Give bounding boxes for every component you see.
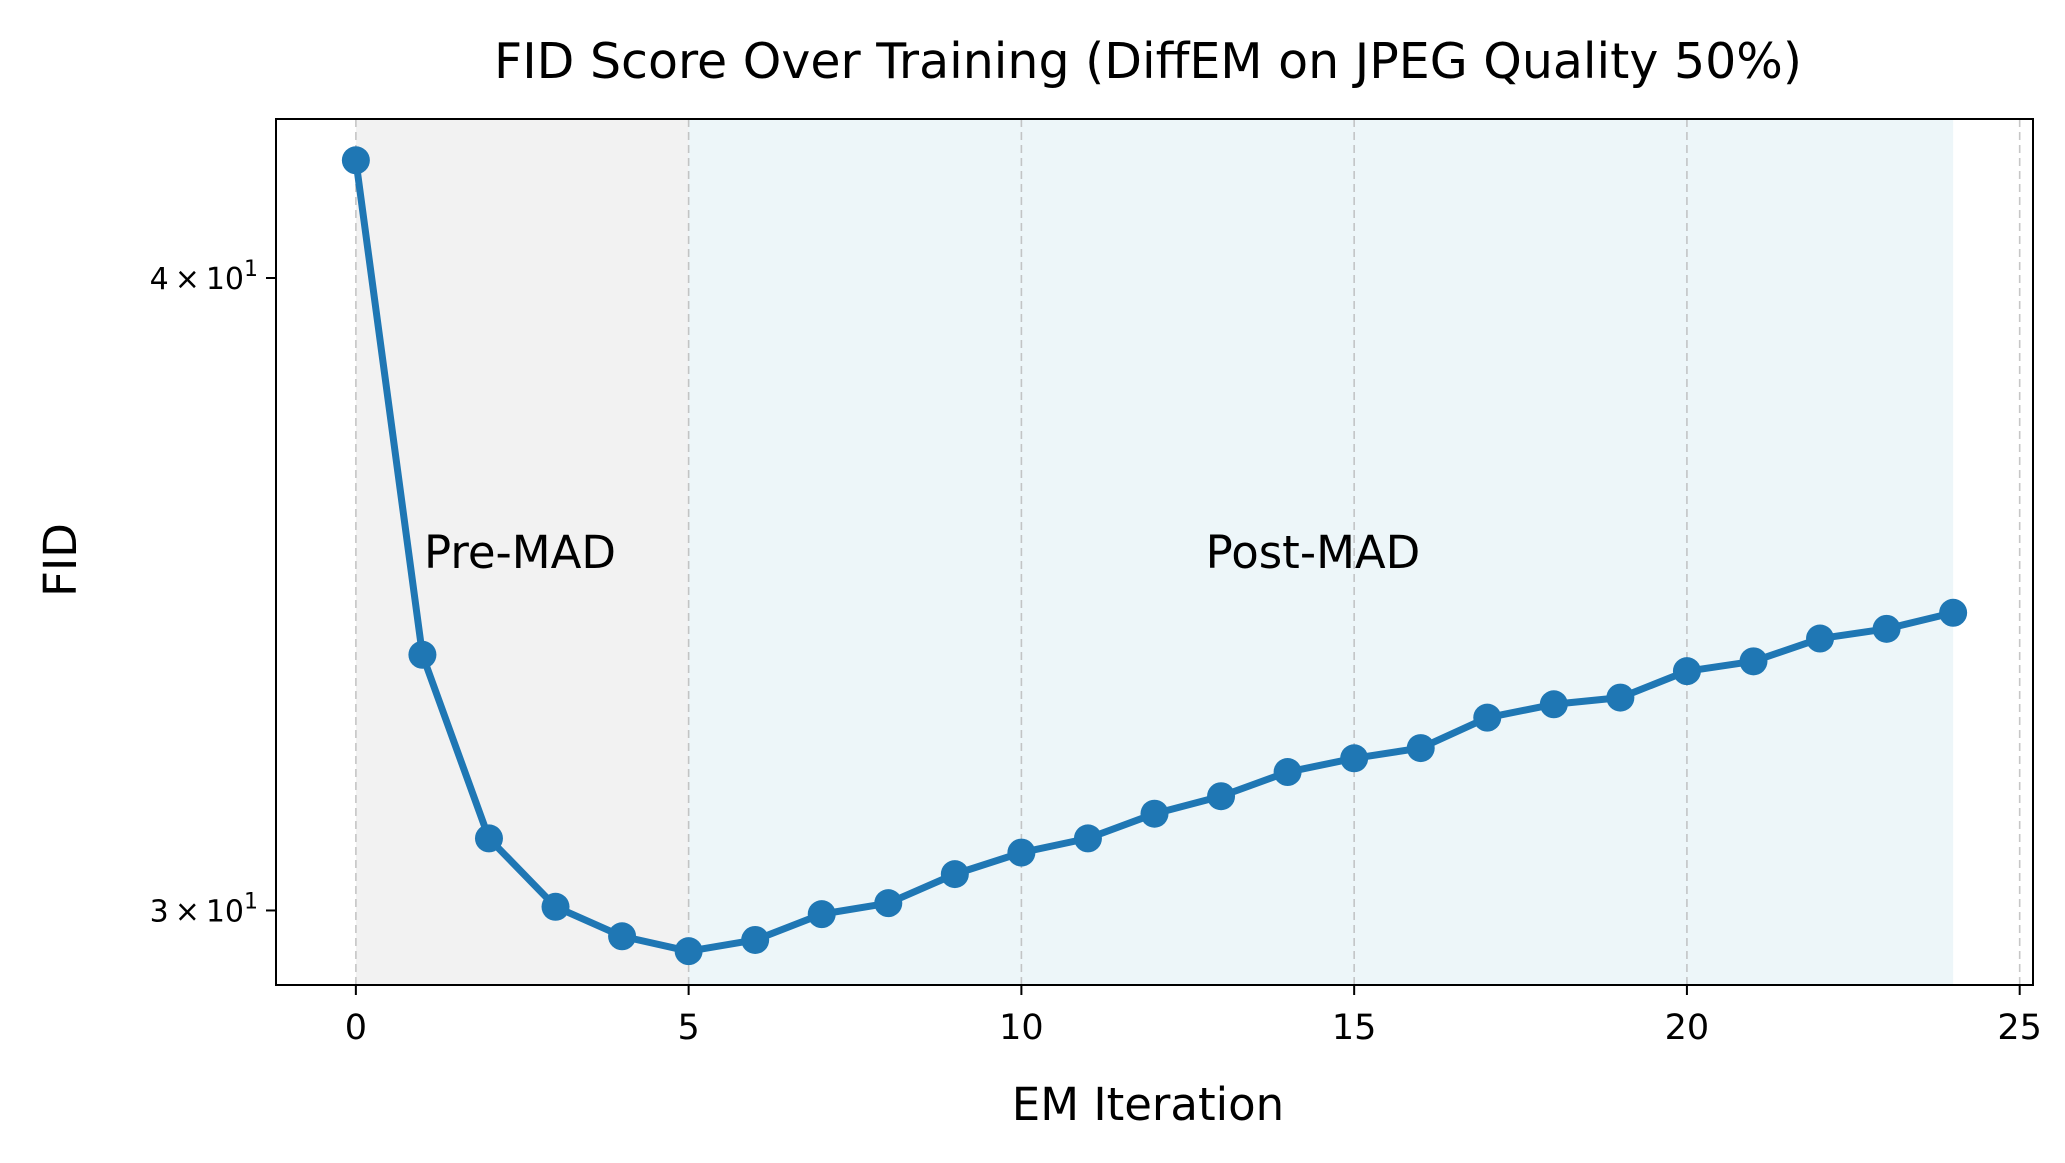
vertical-grid-lines xyxy=(355,119,2021,985)
x-axis-ticks: 0 5 10 15 20 25 xyxy=(345,985,2042,1048)
data-point-21 xyxy=(1739,647,1768,676)
y-tick-label-40: 4 × 101 xyxy=(150,257,258,297)
data-point-9 xyxy=(940,860,969,889)
x-axis-label: EM Iteration xyxy=(1012,1078,1284,1131)
x-tick-label-10: 10 xyxy=(999,1008,1044,1048)
data-point-13 xyxy=(1207,782,1236,811)
data-point-20 xyxy=(1672,657,1701,686)
shaded-regions xyxy=(355,119,1954,985)
data-point-14 xyxy=(1273,758,1302,787)
y-tick-label-30: 3 × 101 xyxy=(150,889,258,929)
region-post-mad xyxy=(688,119,1954,985)
data-point-17 xyxy=(1473,703,1502,732)
data-point-11 xyxy=(1073,824,1102,853)
x-tick-label-0: 0 xyxy=(345,1008,367,1048)
data-point-6 xyxy=(741,925,770,954)
fid-series xyxy=(341,146,1968,966)
data-point-12 xyxy=(1140,799,1169,828)
data-point-23 xyxy=(1872,614,1901,643)
data-point-3 xyxy=(541,892,570,921)
data-point-15 xyxy=(1340,744,1369,773)
data-point-19 xyxy=(1606,683,1635,712)
region-label-pre-mad: Pre-MAD xyxy=(424,526,616,579)
data-point-4 xyxy=(608,922,637,951)
chart-title: FID Score Over Training (DiffEM on JPEG … xyxy=(494,33,1802,90)
region-label-post-mad: Post-MAD xyxy=(1206,526,1421,579)
x-tick-label-5: 5 xyxy=(677,1008,699,1048)
data-point-0 xyxy=(341,146,370,175)
data-point-5 xyxy=(674,937,703,966)
x-tick-label-15: 15 xyxy=(1332,1008,1377,1048)
data-point-16 xyxy=(1406,734,1435,763)
data-point-22 xyxy=(1806,624,1835,653)
x-tick-label-20: 20 xyxy=(1665,1008,1710,1048)
data-point-24 xyxy=(1939,598,1968,627)
data-point-10 xyxy=(1007,838,1036,867)
data-point-1 xyxy=(408,640,437,669)
y-axis-label: FID xyxy=(34,523,87,597)
x-tick-label-25: 25 xyxy=(1997,1008,2042,1048)
data-point-2 xyxy=(474,824,503,853)
data-point-18 xyxy=(1539,690,1568,719)
plot-frame xyxy=(275,118,2034,986)
data-point-8 xyxy=(874,889,903,918)
data-point-7 xyxy=(807,900,836,929)
y-axis-ticks: 4 × 101 3 × 101 xyxy=(150,257,276,929)
